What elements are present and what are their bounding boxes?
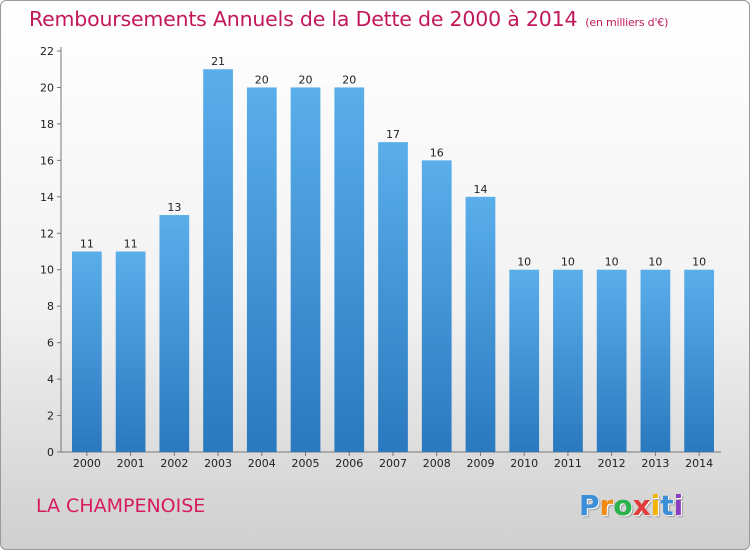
y-tick-label: 8 (47, 300, 54, 313)
data-label-2005: 20 (299, 73, 313, 86)
logo-letter: i (673, 489, 684, 522)
x-tick-label: 2004 (248, 457, 276, 470)
axes: 0 2 4 6 8 10 12 14 16 18 20 22 2000 2001 2002 2003 2004 2… (40, 45, 721, 470)
chart-title: Remboursements Annuels de la Dette de 20… (29, 7, 668, 31)
data-label-2007: 17 (386, 128, 400, 141)
logo-letter: i (650, 489, 661, 522)
logo-letter: x (632, 489, 651, 522)
x-tick-label: 2010 (510, 457, 538, 470)
proxiti-logo: Proxiti (579, 489, 683, 522)
bar-2001 (115, 251, 146, 452)
data-label-2000: 11 (80, 238, 94, 251)
y-tick-label: 20 (40, 81, 54, 94)
bar-2009 (465, 196, 496, 452)
bar-2008 (421, 160, 452, 452)
bar-2007 (378, 142, 408, 453)
logo-letter: r (599, 489, 614, 522)
x-tick-label: 2000 (73, 457, 101, 470)
title-text: Remboursements Annuels de la Dette de 20… (29, 7, 578, 31)
x-tick-label: 2001 (117, 457, 145, 470)
x-tick-label: 2012 (598, 457, 626, 470)
data-label-2011: 10 (561, 256, 575, 269)
x-tick-label: 2006 (335, 457, 363, 470)
x-tick-label: 2008 (423, 457, 451, 470)
x-tick-label: 2007 (379, 457, 407, 470)
data-label-2013: 10 (648, 256, 662, 269)
logo-letter: t (660, 489, 674, 522)
title-unit: (en milliers d'€) (585, 16, 669, 29)
y-tick-label: 12 (40, 227, 54, 240)
y-tick-label: 2 (47, 410, 54, 423)
bars (71, 69, 715, 453)
bar-2010 (509, 269, 540, 452)
y-tick-label: 10 (40, 264, 54, 277)
x-tick-label: 2014 (685, 457, 713, 470)
data-label-2003: 21 (211, 55, 225, 68)
y-tick-label: 22 (40, 45, 54, 58)
data-label-2002: 13 (167, 201, 181, 214)
x-tick-label: 2013 (641, 457, 669, 470)
data-label-2006: 20 (342, 73, 356, 86)
data-label-2001: 11 (124, 238, 138, 251)
x-tick-label: 2011 (554, 457, 582, 470)
data-label-2012: 10 (605, 256, 619, 269)
x-tick-label: 2009 (466, 457, 494, 470)
logo-letter: o (613, 489, 633, 522)
bar-2005 (290, 87, 321, 453)
place-name: LA CHAMPENOISE (36, 495, 206, 517)
y-tick-label: 4 (47, 373, 54, 386)
bar-2004 (246, 87, 277, 453)
bar-2012 (596, 269, 627, 452)
y-tick-label: 6 (47, 337, 54, 350)
bar-2014 (684, 269, 715, 452)
data-label-2014: 10 (692, 256, 706, 269)
bar-2000 (71, 251, 102, 452)
bar-2003 (203, 69, 233, 453)
data-label-2008: 16 (430, 146, 444, 159)
bar-2006 (334, 87, 365, 453)
bar-2002 (159, 215, 190, 452)
y-tick-label: 14 (40, 191, 54, 204)
x-tick-label: 2005 (292, 457, 320, 470)
bar-2013 (640, 269, 671, 452)
y-tick-label: 18 (40, 118, 54, 131)
x-tick-label: 2003 (204, 457, 232, 470)
data-labels: 11 11 13 21 20 20 20 17 16 14 10 10 10 10 10 (80, 55, 706, 269)
y-tick-label: 0 (47, 446, 54, 459)
data-label-2004: 20 (255, 73, 269, 86)
data-label-2009: 14 (473, 183, 487, 196)
x-tick-label: 2002 (160, 457, 188, 470)
logo-letter: P (579, 489, 600, 522)
data-label-2010: 10 (517, 256, 531, 269)
bar-2011 (553, 269, 583, 452)
y-tick-label: 16 (40, 154, 54, 167)
